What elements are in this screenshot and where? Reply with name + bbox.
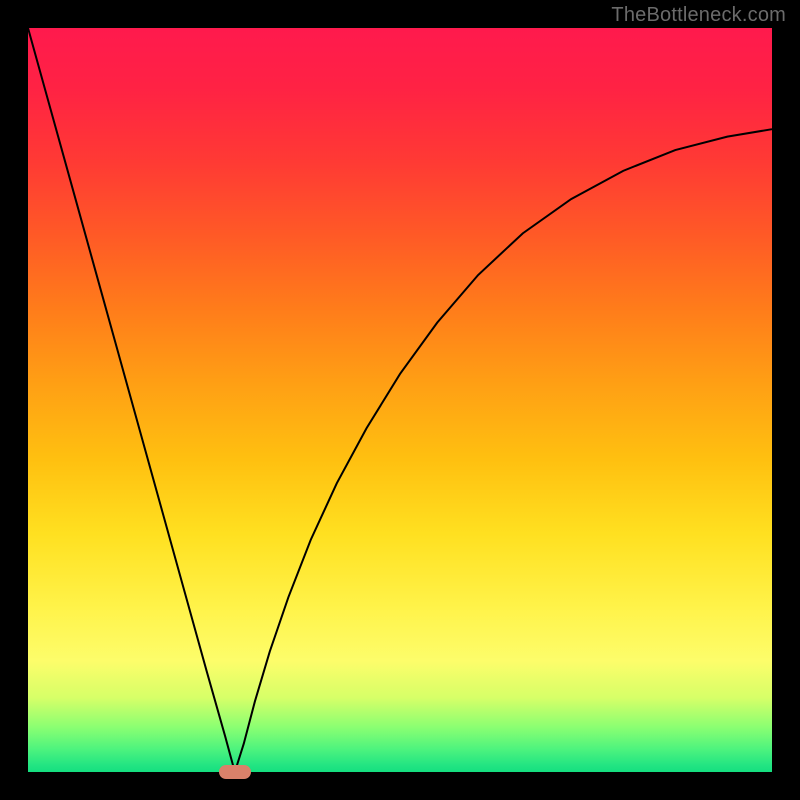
minimum-marker: [219, 765, 251, 779]
curve-path: [28, 28, 772, 772]
plot-area: [28, 28, 772, 772]
bottleneck-curve: [28, 28, 772, 772]
watermark-text: TheBottleneck.com: [611, 4, 786, 27]
